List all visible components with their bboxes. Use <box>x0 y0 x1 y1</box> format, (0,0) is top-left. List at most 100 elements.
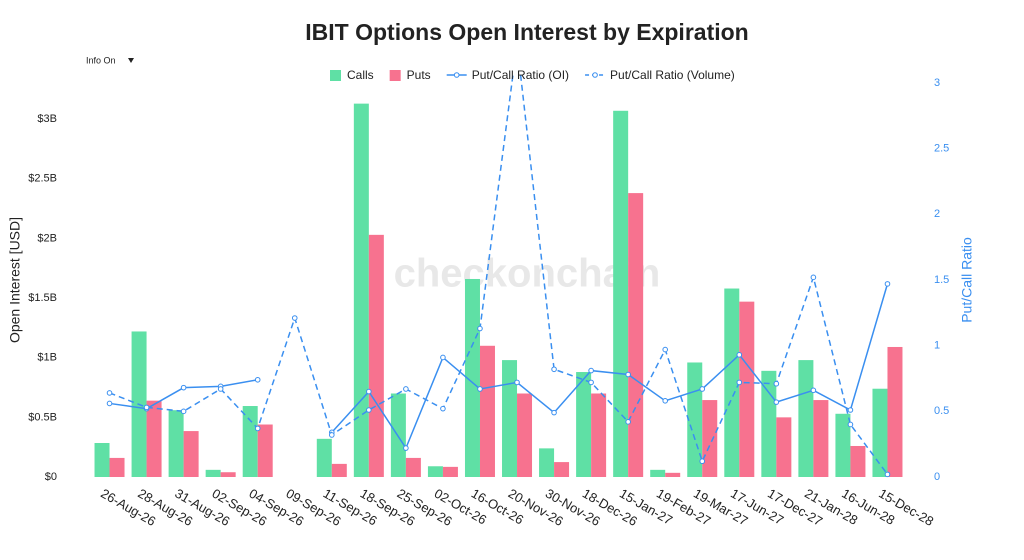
ratio-marker <box>328 432 335 438</box>
ratio-marker <box>662 346 669 353</box>
bar <box>146 400 162 477</box>
legend-label: Put/Call Ratio (OI) <box>472 68 569 82</box>
ratio-marker <box>106 390 113 396</box>
bar <box>502 360 518 477</box>
y-tick-label: $2.5B <box>28 173 57 185</box>
bar <box>591 393 607 477</box>
bar <box>331 463 347 477</box>
ratio-marker <box>699 386 706 392</box>
ratio-marker <box>366 388 372 395</box>
bar <box>442 466 458 477</box>
ratio-marker <box>625 419 631 425</box>
bar <box>405 457 421 477</box>
bar <box>427 466 443 477</box>
bar <box>613 110 629 477</box>
legend-item: Put/Call Ratio (Volume) <box>585 68 735 82</box>
legend-item: Puts <box>389 68 431 82</box>
ratio-marker <box>773 380 780 387</box>
ratio-marker <box>254 376 261 383</box>
bar <box>887 346 903 477</box>
ratio-marker <box>625 371 631 378</box>
y-tick-label: $3B <box>37 113 57 125</box>
ratio-marker <box>477 325 483 332</box>
y2-tick-label: 0.5 <box>934 405 949 417</box>
y2-tick-label: 2.5 <box>934 142 949 154</box>
legend-marker <box>453 72 460 78</box>
legend-swatch <box>330 70 341 81</box>
ratio-marker <box>810 274 817 281</box>
bar <box>650 469 666 477</box>
ratio-marker <box>366 407 372 413</box>
bar <box>554 462 570 477</box>
ratio-marker <box>180 384 187 391</box>
info-toggle[interactable]: Info On <box>86 55 134 65</box>
dropdown-arrow[interactable] <box>128 58 134 63</box>
y2-axis-title: Put/Call Ratio <box>959 237 975 323</box>
ratio-marker <box>440 405 446 412</box>
bar <box>220 472 236 477</box>
bar <box>872 388 888 477</box>
bar <box>576 372 592 477</box>
bar <box>390 393 406 477</box>
bar <box>316 438 332 477</box>
bar <box>168 410 184 477</box>
bar <box>835 413 851 477</box>
ratio-marker <box>699 458 706 465</box>
ratio-marker <box>514 379 520 386</box>
ratio-marker <box>477 386 483 392</box>
chart-title: IBIT Options Open Interest by Expiration <box>305 19 748 45</box>
ratio-marker <box>736 379 743 386</box>
bar <box>464 278 480 477</box>
ratio-marker <box>180 408 187 415</box>
ratio-marker <box>847 407 854 413</box>
y-axis-title: Open Interest [USD] <box>7 217 23 343</box>
bar <box>798 360 814 477</box>
info-toggle-label[interactable]: Info On <box>86 55 116 65</box>
y2-tick-label: 0 <box>934 471 940 483</box>
legend-label: Puts <box>407 68 431 82</box>
bar <box>539 448 555 477</box>
bar <box>850 445 866 477</box>
bar <box>739 301 755 477</box>
ratio-marker <box>254 425 261 432</box>
legend-marker <box>592 72 598 78</box>
y-tick-label: $0.5B <box>28 411 57 423</box>
ratio-marker <box>588 379 594 386</box>
y2-tick-label: 1.5 <box>934 274 949 286</box>
ratio-marker <box>440 354 446 361</box>
ratio-marker <box>551 366 557 373</box>
ratio-marker <box>106 400 113 407</box>
y-tick-label: $2B <box>37 232 57 244</box>
bar <box>205 469 221 477</box>
ratio-marker <box>847 421 854 428</box>
ratio-marker <box>810 387 817 394</box>
legend-item: Calls <box>330 68 374 82</box>
ratio-marker <box>884 471 891 478</box>
bar <box>702 400 718 477</box>
bar <box>94 443 110 477</box>
ratio-marker <box>588 367 594 374</box>
y2-tick-label: 1 <box>934 340 940 352</box>
legend-item: Put/Call Ratio (OI) <box>446 68 569 82</box>
ratio-line <box>109 72 889 475</box>
bar <box>183 431 199 477</box>
legend-label: Put/Call Ratio (Volume) <box>610 68 735 82</box>
ratio-marker <box>403 386 409 392</box>
legend-swatch <box>389 70 401 81</box>
ratio-marker <box>291 315 298 321</box>
bar <box>776 417 792 477</box>
y-tick-label: $1.5B <box>28 292 57 304</box>
bar <box>242 406 258 477</box>
y2-tick-label: 3 <box>934 77 940 89</box>
y-tick-label: $0 <box>45 471 57 483</box>
bar <box>368 234 384 477</box>
ratio-marker <box>736 352 743 358</box>
bar <box>353 103 369 477</box>
y2-tick-label: 2 <box>934 208 940 220</box>
bar <box>479 345 495 477</box>
bar <box>517 393 533 477</box>
bar <box>628 193 644 477</box>
legend-label: Calls <box>347 68 374 82</box>
y-tick-label: $1B <box>37 352 57 364</box>
